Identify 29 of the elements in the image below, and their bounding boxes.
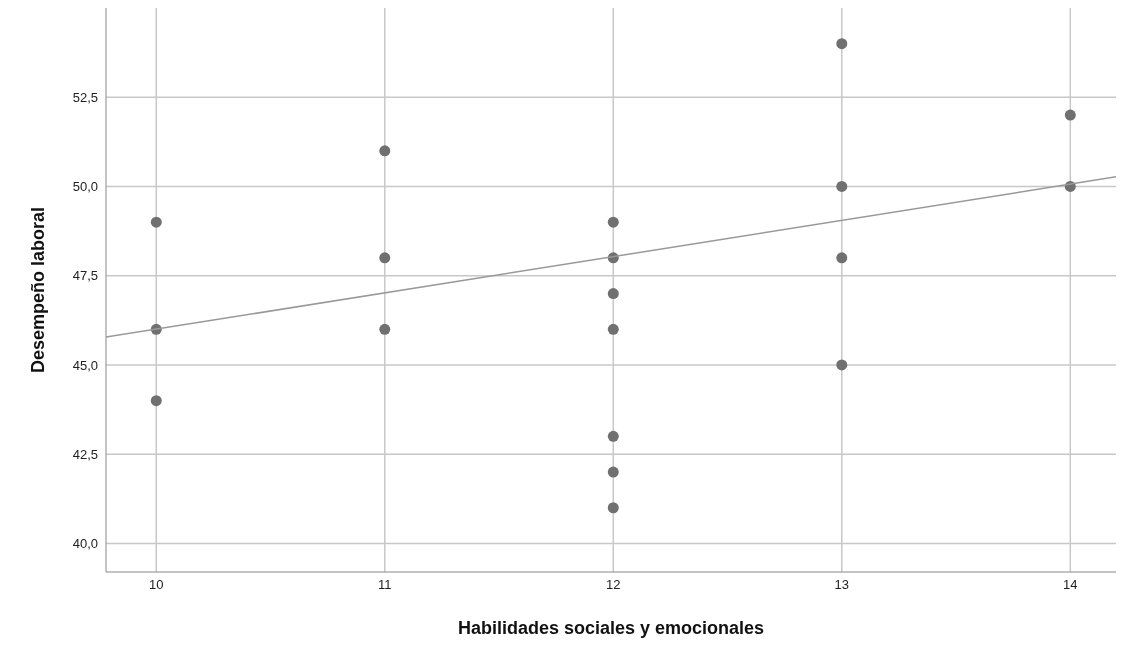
- point: [836, 180, 848, 192]
- x-axis-title: Habilidades sociales y emocionales: [457, 618, 765, 638]
- point: [150, 216, 162, 228]
- x-tick-label: 10: [149, 577, 164, 593]
- x-tick-label: 11: [378, 577, 392, 593]
- point: [379, 323, 391, 335]
- point: [607, 466, 619, 478]
- y-axis-title: Desempeño laboral: [28, 206, 49, 374]
- point: [607, 216, 619, 228]
- y-tick-label: 50,0: [72, 179, 98, 195]
- point: [607, 502, 619, 514]
- point: [379, 145, 391, 157]
- x-tick-label: 14: [1063, 577, 1078, 593]
- point: [836, 38, 848, 50]
- x-tick-label: 13: [834, 577, 850, 593]
- point: [1064, 109, 1076, 121]
- y-tick-label: 40,0: [72, 536, 98, 552]
- point: [150, 395, 162, 407]
- point: [836, 359, 848, 371]
- y-tick-label: 52,5: [72, 89, 98, 105]
- x-tick-label: 12: [606, 577, 621, 593]
- point: [607, 323, 619, 335]
- y-tick-label: 47,5: [72, 268, 98, 284]
- y-tick-label: 45,0: [72, 357, 98, 373]
- y-tick-label: 42,5: [72, 446, 98, 462]
- point: [836, 252, 848, 264]
- point: [379, 252, 391, 264]
- point: [607, 430, 619, 442]
- point: [607, 288, 619, 300]
